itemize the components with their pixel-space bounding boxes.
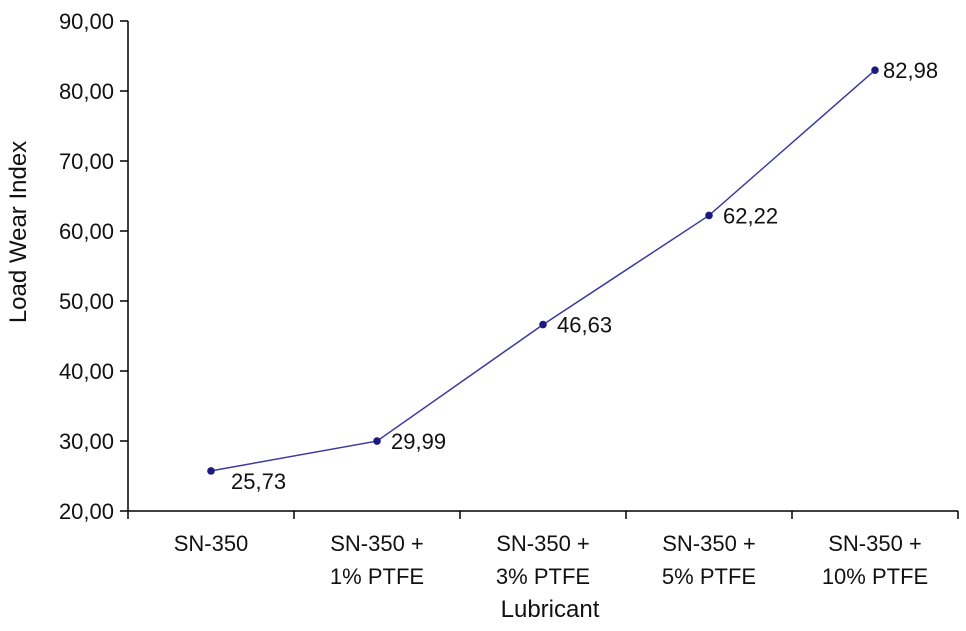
x-tick-label: SN-350 +1% PTFE xyxy=(330,531,424,589)
data-point xyxy=(871,66,879,74)
x-tick-label: SN-350 xyxy=(174,531,249,556)
y-tick-label: 20,00 xyxy=(59,499,114,524)
y-axis-title: Load Wear Index xyxy=(5,141,32,323)
y-tick-label: 90,00 xyxy=(59,9,114,34)
series: 25,73 29,99 46,63 62,22 82,98 xyxy=(207,58,938,494)
data-label: 25,73 xyxy=(231,469,286,494)
y-tick-label: 60,00 xyxy=(59,219,114,244)
data-point xyxy=(539,320,547,329)
y-tick-label: 80,00 xyxy=(59,79,114,104)
data-point xyxy=(705,211,713,220)
x-axis: SN-350 SN-350 +1% PTFE SN-350 +3% PTFE SN-3… xyxy=(127,510,959,589)
y-tick-label: 70,00 xyxy=(59,149,114,174)
y-tick-label: 30,00 xyxy=(59,429,114,454)
y-axis: 20,00 30,00 40,00 50,00 60,00 70,00 80,00 90,00 xyxy=(59,9,129,524)
x-axis-title: Lubricant xyxy=(501,596,600,623)
data-label: 29,99 xyxy=(391,429,446,454)
y-tick-label: 50,00 xyxy=(59,289,114,314)
series-line xyxy=(210,69,876,472)
x-tick-label: SN-350 +3% PTFE xyxy=(496,531,590,589)
data-point xyxy=(207,467,215,475)
y-tick-label: 40,00 xyxy=(59,359,114,384)
x-tick-label: SN-350 +10% PTFE xyxy=(822,531,928,589)
data-label: 46,63 xyxy=(557,313,612,338)
data-label: 62,22 xyxy=(723,203,778,228)
data-label: 82,98 xyxy=(883,58,938,83)
x-tick-label: SN-350 +5% PTFE xyxy=(662,531,756,589)
data-point xyxy=(373,437,381,445)
